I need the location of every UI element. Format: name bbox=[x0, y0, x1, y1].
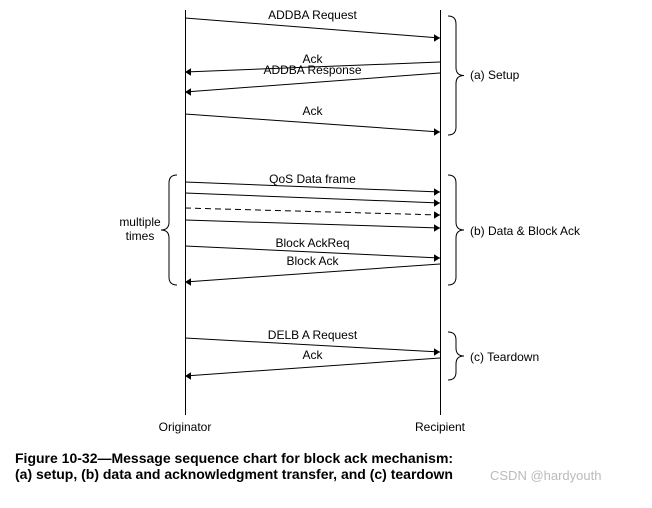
brace-setup bbox=[448, 16, 464, 135]
brace-teardown bbox=[448, 332, 464, 380]
recipient-label: Recipient bbox=[400, 420, 480, 434]
brace-data-label: (b) Data & Block Ack bbox=[470, 224, 580, 238]
watermark: CSDN @hardyouth bbox=[490, 468, 601, 483]
caption-line1: Figure 10-32—Message sequence chart for … bbox=[15, 450, 647, 466]
originator-label: Originator bbox=[145, 420, 225, 434]
sequence-diagram: ADDBA RequestAckADDBA ResponseAckQoS Dat… bbox=[10, 10, 642, 498]
braces-layer bbox=[10, 10, 642, 498]
brace-data bbox=[448, 175, 464, 285]
brace-setup-label: (a) Setup bbox=[470, 68, 519, 82]
brace-multiple-label: multiple times bbox=[110, 215, 170, 243]
brace-teardown-label: (c) Teardown bbox=[470, 350, 539, 364]
